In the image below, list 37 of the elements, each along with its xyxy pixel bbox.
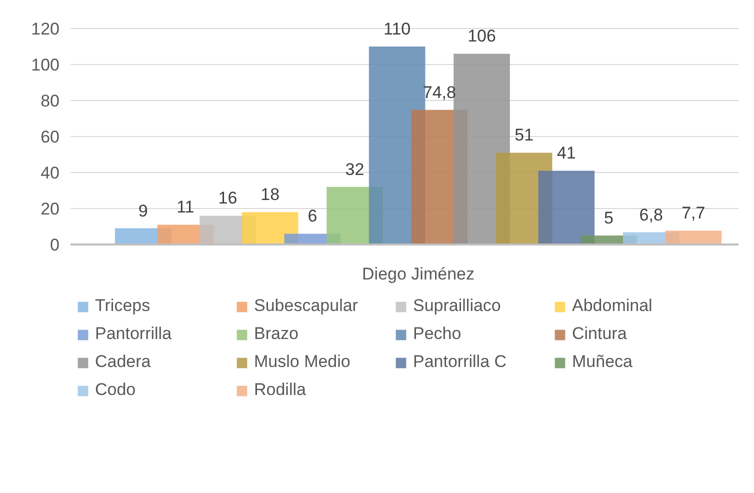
legend-label: Cadera: [95, 351, 152, 373]
legend-label: Pantorrilla: [95, 323, 173, 345]
data-label: 7,7: [682, 204, 706, 223]
legend-label: Rodilla: [254, 379, 307, 401]
y-tick-label: 60: [40, 128, 60, 146]
y-tick-label: 120: [31, 20, 60, 38]
y-tick-label: 20: [40, 200, 60, 218]
legend-label: Triceps: [95, 295, 152, 317]
bar: [538, 170, 595, 244]
data-label: 11: [176, 198, 194, 217]
data-label: 16: [218, 188, 238, 208]
legend-label: Pecho: [413, 323, 462, 345]
data-label: 6: [308, 206, 318, 226]
data-label: 106: [468, 26, 496, 46]
y-tick-label: 100: [31, 56, 60, 74]
legend-label: Brazo: [254, 323, 300, 345]
legend-label: Muñeca: [572, 351, 634, 373]
bar: [665, 230, 722, 244]
legend-label: Codo: [95, 379, 137, 401]
data-label: 110: [384, 20, 411, 38]
legend-label: Pantorrilla C: [413, 351, 508, 373]
legend-label: Muslo Medio: [254, 351, 352, 373]
y-tick-label: 0: [50, 236, 60, 254]
legend-label: Suprailliaco: [413, 295, 502, 317]
data-label: 32: [345, 160, 364, 179]
y-tick-label: 80: [40, 92, 60, 110]
data-label: 5: [604, 208, 614, 228]
legend-label: Subescapular: [254, 295, 359, 317]
data-label: 41: [556, 144, 576, 163]
data-label: 9: [138, 201, 148, 220]
data-label: 6,8: [639, 205, 663, 224]
data-label: 51: [514, 126, 534, 145]
data-label: 18: [260, 185, 280, 204]
legend-label: Abdominal: [572, 295, 654, 317]
y-tick-label: 40: [40, 164, 60, 182]
x-tick-label: Diego Jiménez: [362, 264, 474, 284]
legend-label: Cintura: [572, 323, 628, 345]
